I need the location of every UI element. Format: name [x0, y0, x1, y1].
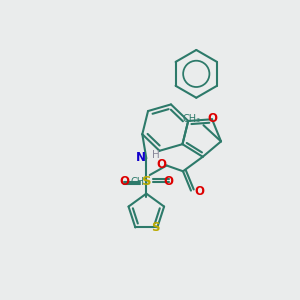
Text: O: O: [119, 175, 129, 188]
Text: O: O: [156, 158, 166, 171]
Text: S: S: [142, 175, 151, 188]
Text: S: S: [152, 221, 160, 234]
Text: H: H: [152, 150, 160, 160]
Text: O: O: [194, 185, 205, 198]
Text: CH₃: CH₃: [130, 176, 148, 187]
Text: O: O: [207, 112, 217, 124]
Text: CH₃: CH₃: [183, 114, 201, 124]
Text: N: N: [136, 151, 146, 164]
Text: O: O: [164, 175, 174, 188]
